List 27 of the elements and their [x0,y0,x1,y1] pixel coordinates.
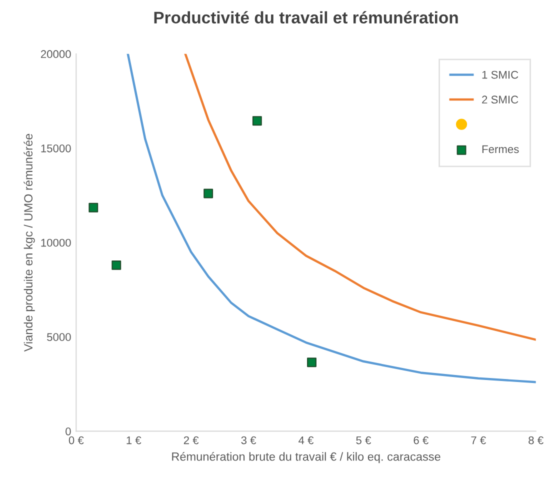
y-tick-label: 5000 [47,333,71,342]
y-tick-label: 10000 [41,238,71,247]
x-axis-title: Rémunération brute du travail € / kilo eq. caracasse [172,452,440,464]
point [204,188,214,198]
legend-label: 1 SMIC [482,70,518,79]
x-tick-label: 8 € [528,436,544,444]
x-tick-label: 7 € [471,436,486,444]
point [112,260,122,270]
line-series [184,54,536,341]
x-tick-label: 1 € [126,436,142,444]
y-tick-label: 20000 [40,50,71,58]
y-tick-label: 0 [66,427,71,436]
y-tick-label: 15000 [41,144,71,152]
x-tick-label: 3 € [241,436,256,444]
x-tick-label: 4 € [298,436,314,444]
x-tick-label: 6 € [414,436,428,444]
legend-label: Fermes [482,145,519,154]
x-tick-label: 0 € [68,436,84,444]
x-tick-label: 5 € [356,436,372,444]
line-series [126,54,536,384]
y-axis-title: Viande produite en kgc / UMO rémunérée [24,134,35,352]
point [252,116,262,126]
x-tick-label: 2 € [184,436,199,444]
point [88,202,98,212]
chart-title: Productivité du travail et rémunération [154,11,458,24]
legend-label: 2 SMIC [482,96,518,104]
point [307,358,316,368]
